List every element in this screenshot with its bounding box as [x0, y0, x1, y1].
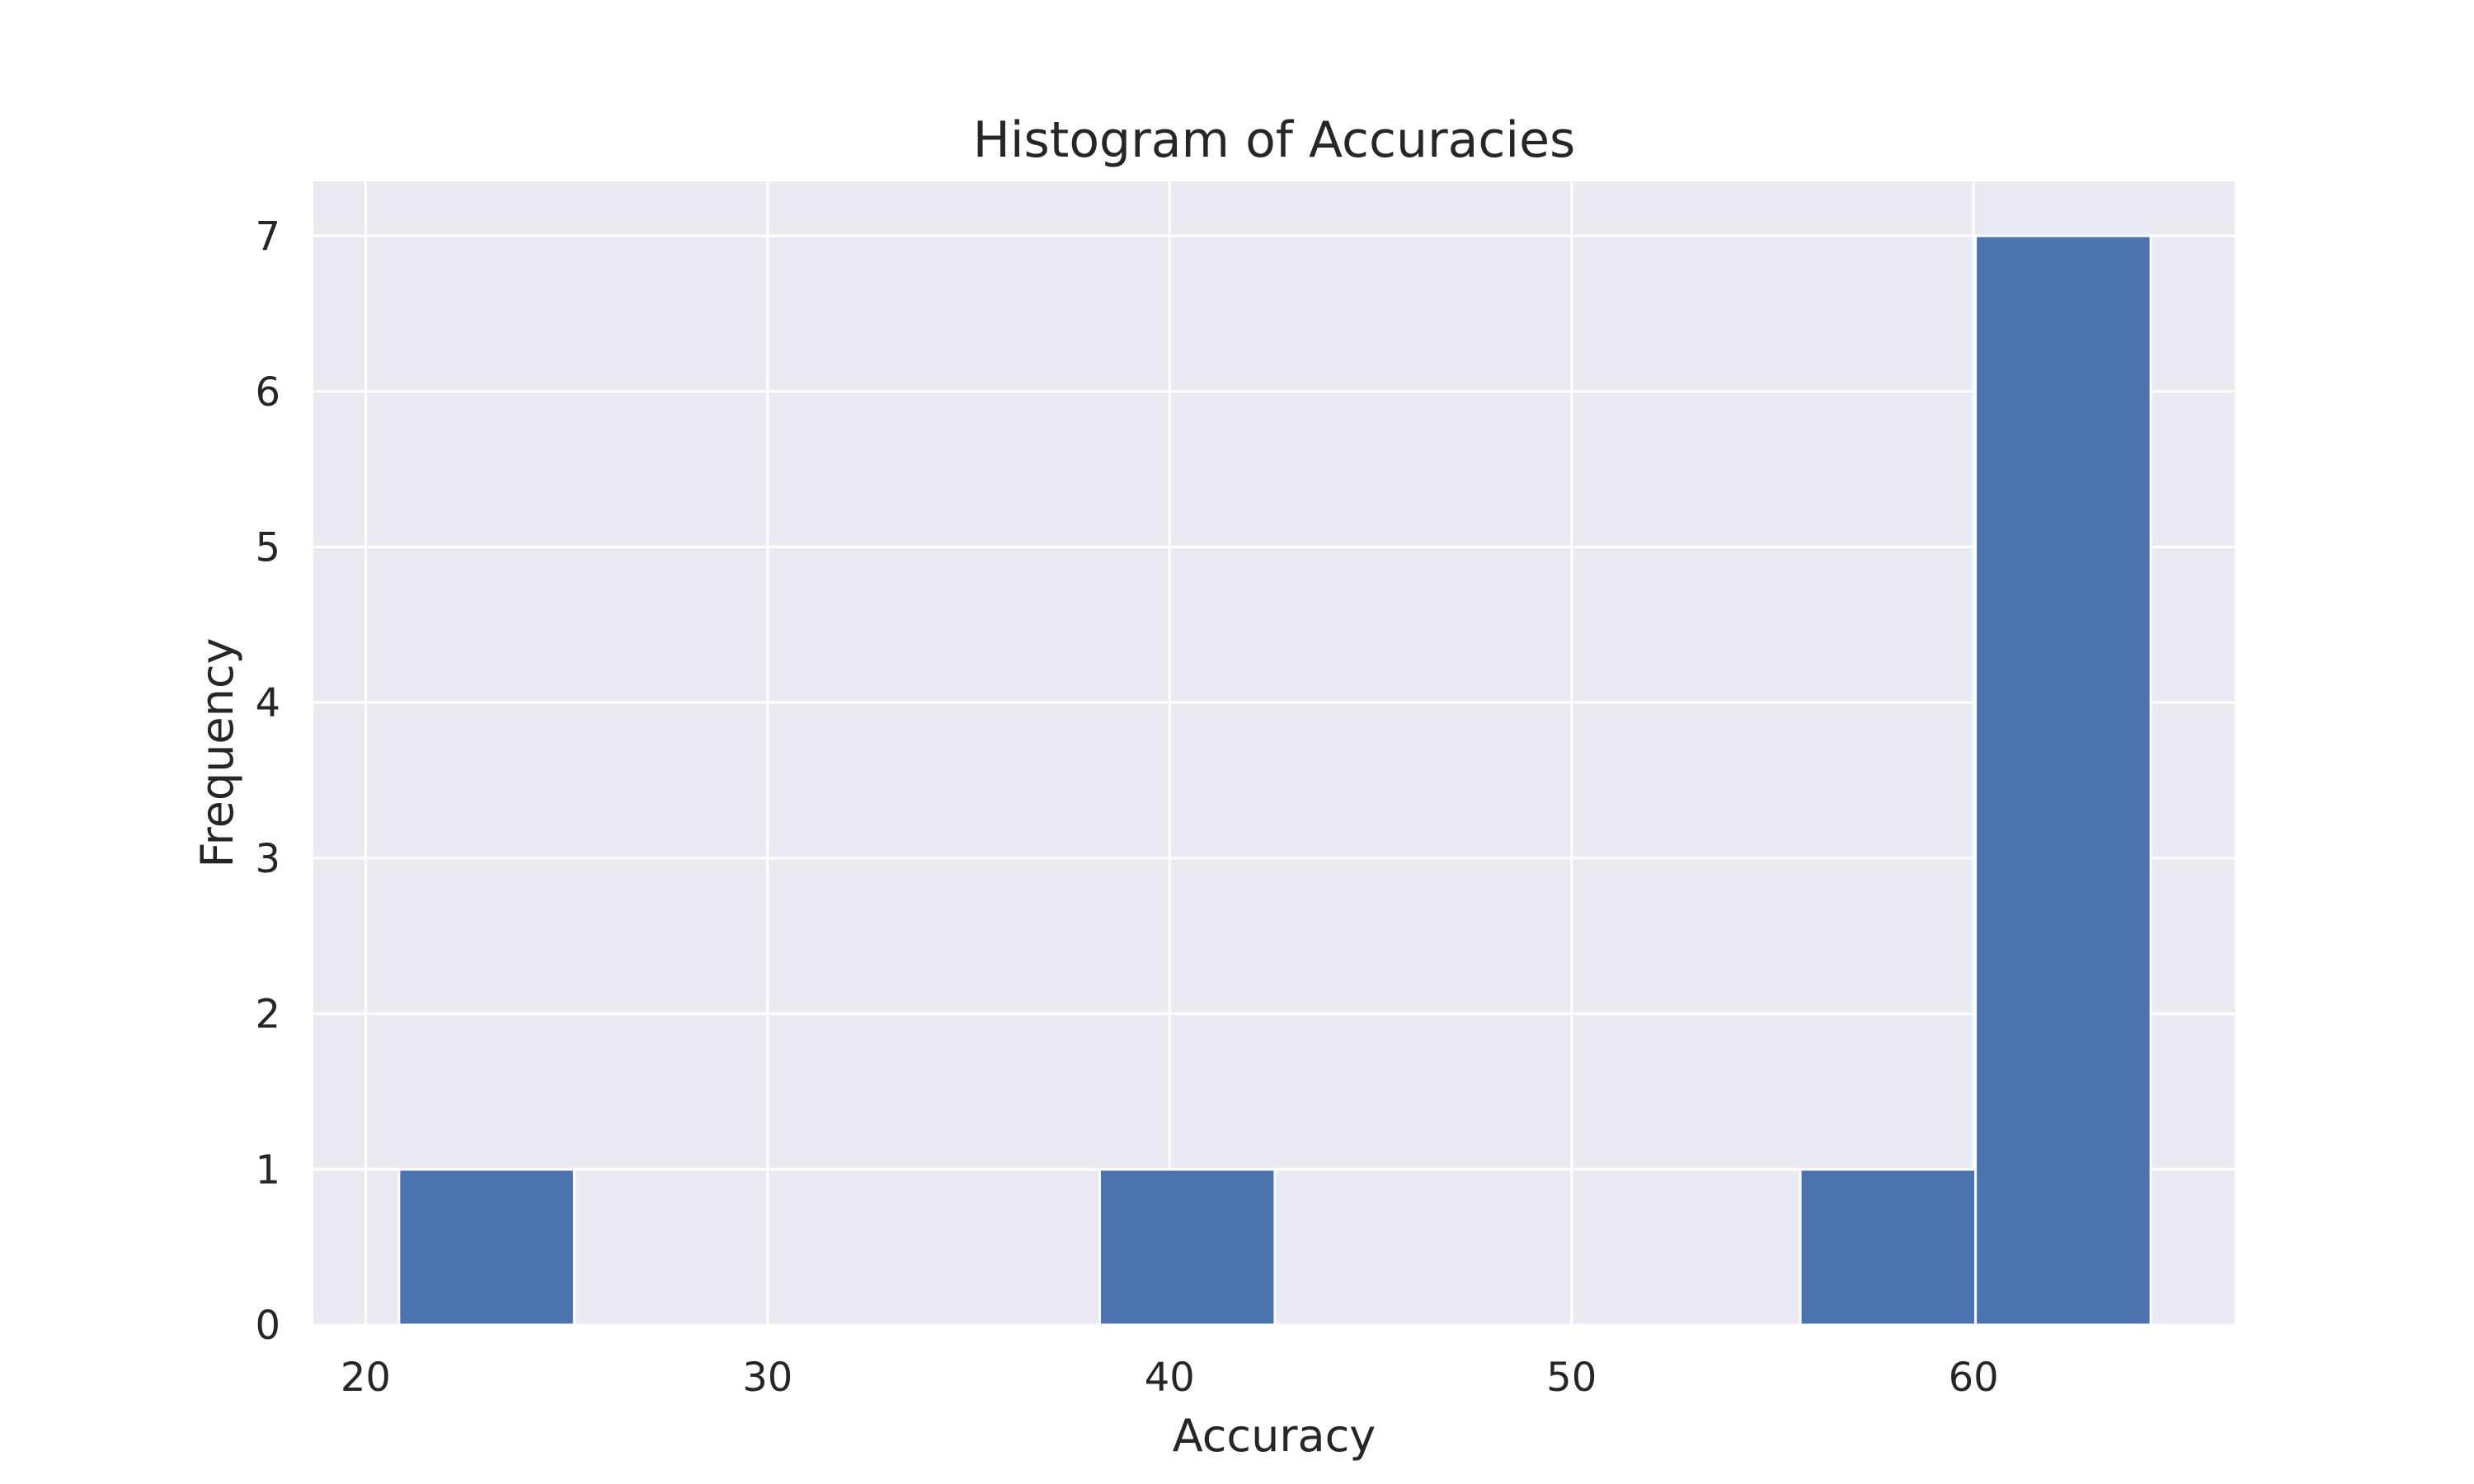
- histogram-bar: [1098, 1167, 1277, 1327]
- y-axis-label: Frequency: [191, 638, 243, 868]
- x-tick-label: 50: [1546, 1355, 1597, 1401]
- histogram-bar: [1799, 1167, 1978, 1327]
- y-tick-label: 5: [255, 524, 280, 571]
- y-tick-label: 3: [255, 836, 280, 882]
- y-tick-label: 1: [255, 1147, 280, 1193]
- histogram-bar: [1974, 234, 2152, 1327]
- y-tick-label: 4: [255, 680, 280, 726]
- x-axis-ticks: 20 30 40 50 60: [341, 1355, 1999, 1401]
- x-tick-label: 20: [341, 1355, 391, 1401]
- y-tick-label: 0: [255, 1303, 280, 1349]
- chart-title: Histogram of Accuracies: [973, 111, 1576, 169]
- x-tick-label: 60: [1949, 1355, 1999, 1401]
- y-tick-label: 6: [255, 369, 280, 416]
- x-axis-label: Accuracy: [1173, 1410, 1376, 1462]
- histogram-bar: [397, 1167, 576, 1327]
- x-tick-label: 40: [1145, 1355, 1195, 1401]
- y-tick-label: 7: [255, 214, 280, 260]
- plot-area: [313, 181, 2235, 1325]
- x-tick-label: 30: [742, 1355, 793, 1401]
- bars: [397, 234, 2152, 1327]
- y-axis-ticks: 0 1 2 3 4 5 6 7: [255, 214, 280, 1349]
- y-tick-label: 2: [255, 992, 280, 1038]
